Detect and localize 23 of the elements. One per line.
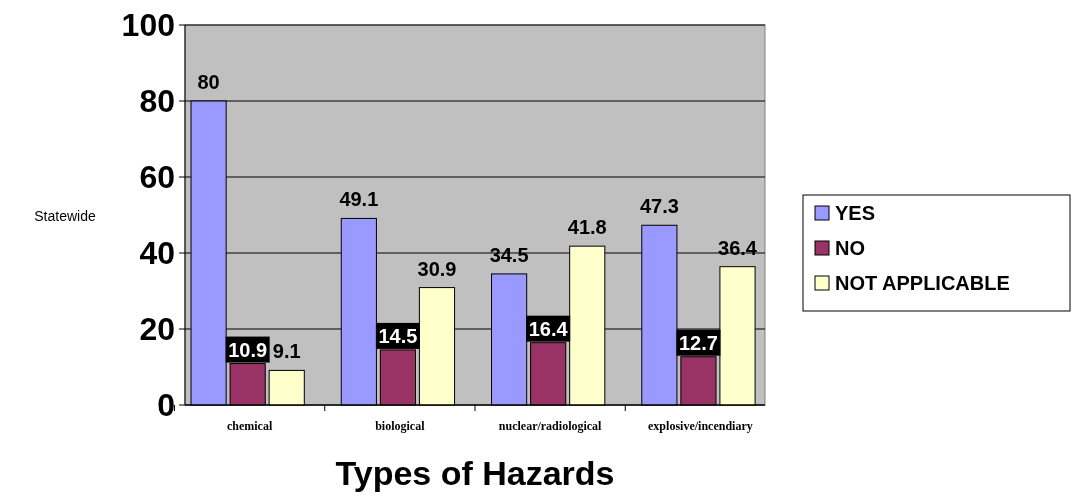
data-label: 9.1 [272,340,301,363]
legend-label: YES [835,202,876,224]
y-tick-label: 40 [139,235,175,272]
x-tick-label: nuclear/radiological [498,419,603,433]
data-label: 41.8 [567,216,607,239]
y-axis-title: Statewide [34,208,96,224]
legend-label: NOT APPLICABLE [835,272,1010,294]
y-tick-label: 80 [139,83,175,120]
x-tick-label: explosive/incendiary [648,419,753,433]
data-label: 47.3 [639,195,679,218]
y-tick-label: 20 [139,311,175,348]
y-tick-label: 60 [139,159,175,196]
y-tick-label: 0 [157,387,175,424]
data-label: 49.1 [339,188,379,211]
x-tick-label: chemical [226,419,273,433]
data-label: 80 [197,71,220,93]
y-tick-label: 100 [121,7,175,44]
x-axis-title: Types of Hazards [335,454,615,492]
legend-label: NO [835,237,865,259]
data-label: 36.4 [718,236,758,259]
data-label: 30.9 [417,257,457,280]
x-tick-label: biological [375,419,426,433]
data-label: 34.5 [489,243,529,266]
